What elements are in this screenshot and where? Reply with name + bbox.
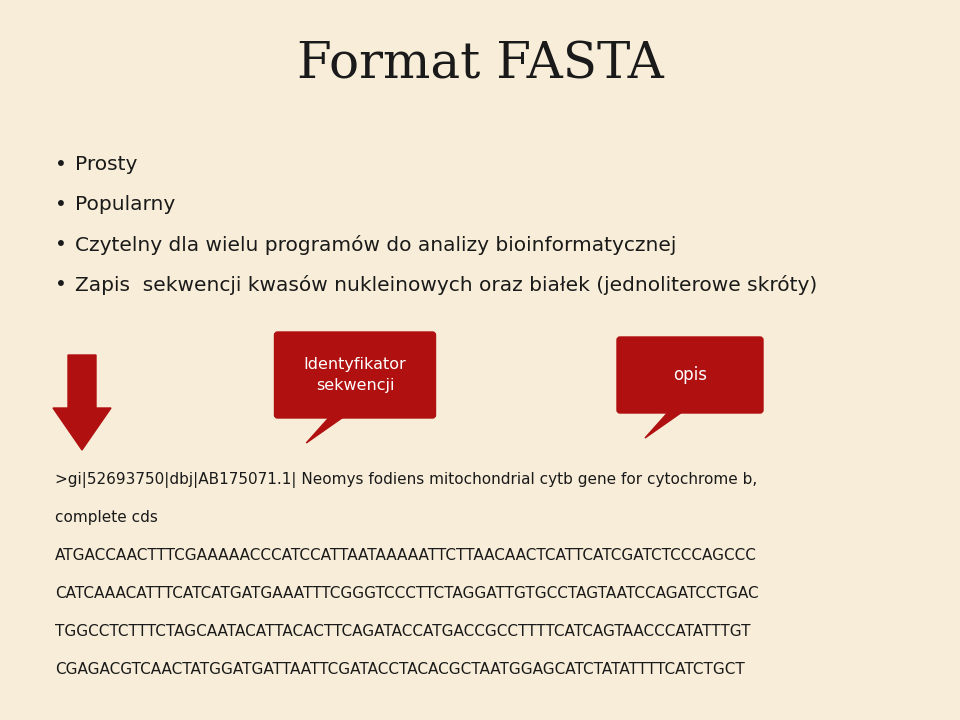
Polygon shape [306, 415, 347, 443]
Text: ATGACCAACTTTCGAAAAACCCATCCATTAATAAAAATTCTTAACAACTCATTCATCGATCTCCCAGCCC: ATGACCAACTTTCGAAAAACCCATCCATTAATAAAAATTC… [55, 548, 756, 563]
Text: >gi|52693750|dbj|AB175071.1| Neomys fodiens mitochondrial cytb gene for cytochro: >gi|52693750|dbj|AB175071.1| Neomys fodi… [55, 472, 757, 488]
Text: Identyfikator
sekwencji: Identyfikator sekwencji [303, 357, 406, 393]
Text: •: • [55, 196, 67, 215]
FancyBboxPatch shape [617, 337, 763, 413]
Text: Popularny: Popularny [75, 196, 176, 215]
Text: •: • [55, 156, 67, 174]
Text: CGAGACGTCAACTATGGATGATTAATTCGATACCTACACGCTAATGGAGCATCTATATTTTCATCTGCT: CGAGACGTCAACTATGGATGATTAATTCGATACCTACACG… [55, 662, 745, 677]
FancyBboxPatch shape [275, 332, 436, 418]
Text: Format FASTA: Format FASTA [297, 40, 663, 90]
Text: CATCAAACATTTCATCATGATGAAATTTCGGGTCCCTTCTAGGATTGTGCCTAGTAATCCAGATCCTGAC: CATCAAACATTTCATCATGATGAAATTTCGGGTCCCTTCT… [55, 586, 758, 601]
Text: Czytelny dla wielu programów do analizy bioinformatycznej: Czytelny dla wielu programów do analizy … [75, 235, 677, 255]
Text: TGGCCTCTTTCTAGCAATACATTACACTTCAGATACCATGACCGCCTTTTCATCAGTAACCCATATTTGT: TGGCCTCTTTCTAGCAATACATTACACTTCAGATACCATG… [55, 624, 751, 639]
Text: complete cds: complete cds [55, 510, 157, 525]
Text: •: • [55, 276, 67, 294]
Text: opis: opis [673, 366, 707, 384]
Text: •: • [55, 235, 67, 254]
Text: Prosty: Prosty [75, 156, 137, 174]
Polygon shape [645, 410, 685, 438]
Polygon shape [53, 355, 111, 450]
Text: Zapis  sekwencji kwasów nukleinowych oraz białek (jednoliterowe skróty): Zapis sekwencji kwasów nukleinowych oraz… [75, 275, 817, 295]
